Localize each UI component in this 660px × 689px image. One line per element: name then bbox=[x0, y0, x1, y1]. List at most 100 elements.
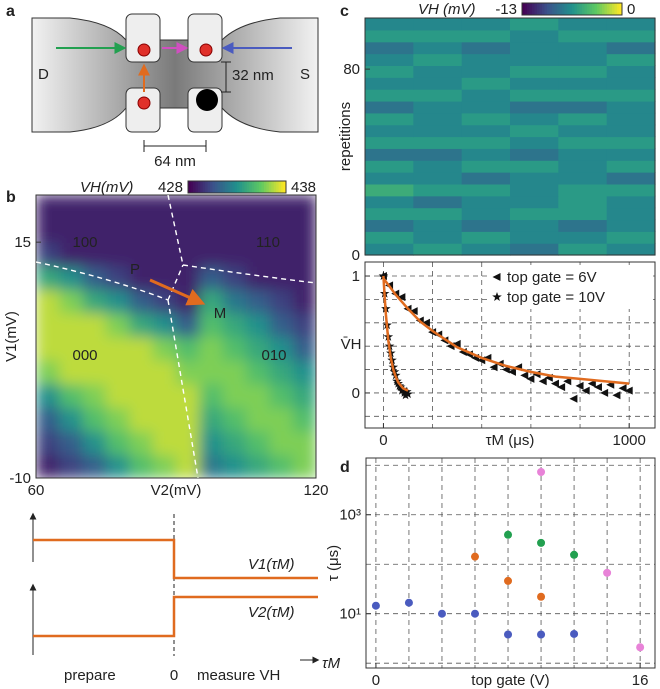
heatmap-cell bbox=[365, 29, 414, 43]
heatmap-cell bbox=[606, 195, 656, 209]
heatmap-cell bbox=[365, 41, 414, 55]
heatmap-cell bbox=[413, 231, 463, 244]
heatmap-cell bbox=[176, 195, 200, 220]
heatmap-cell bbox=[510, 231, 559, 244]
heatmap-cell bbox=[606, 53, 656, 66]
y-tick-label: -10 bbox=[9, 470, 31, 487]
heatmap-cell bbox=[199, 242, 224, 267]
gap-label: 32 nm bbox=[232, 67, 274, 84]
heatmap-cell bbox=[606, 89, 656, 102]
colorbar-tick-label: 0 bbox=[627, 1, 635, 18]
heatmap-cell bbox=[59, 454, 84, 478]
colorbar-swatch bbox=[552, 3, 555, 15]
colorbar-swatch bbox=[612, 3, 615, 15]
point bbox=[507, 367, 516, 376]
x-tick-label: 120 bbox=[303, 482, 328, 499]
heatmap-cell bbox=[152, 195, 177, 220]
colorbar-swatch bbox=[527, 3, 530, 15]
point bbox=[624, 386, 633, 395]
heatmap-cell bbox=[222, 312, 247, 338]
heatmap-cell bbox=[365, 148, 414, 161]
colorbar-swatch bbox=[584, 3, 588, 15]
heatmap-cell bbox=[461, 18, 511, 31]
prepare-label: prepare bbox=[64, 667, 116, 684]
heatmap-cell bbox=[222, 430, 247, 456]
point bbox=[537, 630, 546, 639]
chart: -13 0 VH (mV) 0 80 repetitions bbox=[337, 1, 656, 264]
heatmap-cell bbox=[292, 383, 316, 408]
state-boundaries bbox=[36, 195, 316, 478]
heatmap-cell bbox=[222, 407, 247, 432]
heatmap-cell bbox=[59, 383, 84, 408]
heatmap-cell bbox=[199, 454, 224, 478]
heatmap-cell bbox=[606, 77, 656, 90]
boundary bbox=[167, 195, 184, 266]
x-axis-label: top gate (V) bbox=[471, 672, 549, 689]
y-axis-label: τ (μs) bbox=[325, 545, 342, 581]
heatmap-cell bbox=[461, 172, 511, 185]
x-tick-label: 60 bbox=[28, 482, 45, 499]
heatmap-cell bbox=[413, 18, 463, 31]
boundary bbox=[167, 299, 199, 478]
gate bbox=[125, 87, 161, 133]
heatmap-cell bbox=[413, 219, 463, 232]
heatmap-cell bbox=[59, 430, 84, 456]
heatmap-cell bbox=[461, 124, 511, 138]
colorbar-swatch bbox=[609, 3, 613, 15]
point bbox=[603, 568, 612, 577]
point bbox=[470, 552, 479, 561]
heatmap-cell bbox=[365, 18, 414, 31]
heatmap-cell bbox=[106, 265, 130, 290]
heatmap-cell bbox=[176, 312, 200, 338]
colorbar-swatch bbox=[251, 181, 255, 193]
colorbar-swatch bbox=[234, 181, 238, 193]
heatmap-cell bbox=[365, 124, 414, 138]
point bbox=[587, 379, 596, 388]
heatmap-cell bbox=[413, 53, 463, 66]
heatmap-cell bbox=[558, 77, 608, 90]
heatmap-cell bbox=[199, 430, 224, 456]
heatmap-cell bbox=[510, 29, 559, 43]
heatmap-cell bbox=[365, 243, 414, 256]
heatmap-cell bbox=[129, 195, 154, 220]
heatmap-cell bbox=[222, 242, 247, 267]
colorbar-swatch bbox=[188, 181, 191, 193]
heatmap-cell bbox=[510, 219, 559, 232]
colorbar-swatch bbox=[222, 181, 226, 193]
heatmap-cell bbox=[36, 430, 60, 456]
heatmap-cell bbox=[606, 243, 656, 256]
y-axis-label: repetitions bbox=[337, 102, 354, 171]
colorbar-swatch bbox=[200, 181, 204, 193]
heatmap-cell bbox=[106, 336, 130, 361]
heatmap-cell bbox=[510, 136, 559, 149]
heatmap-cell bbox=[106, 289, 130, 314]
heatmap-cell bbox=[413, 100, 463, 114]
heatmap-cell bbox=[413, 29, 463, 43]
heatmap-cell bbox=[222, 454, 247, 478]
colorbar-tick-label: 428 bbox=[158, 179, 183, 196]
heatmap-cell bbox=[413, 112, 463, 126]
heatmap-cell bbox=[246, 360, 270, 385]
point bbox=[399, 387, 410, 397]
point bbox=[504, 576, 513, 585]
point bbox=[575, 381, 584, 390]
point bbox=[550, 379, 559, 388]
annotation: 110 bbox=[256, 234, 280, 251]
heatmap-cell bbox=[510, 112, 559, 126]
colorbar-swatch bbox=[604, 3, 608, 15]
point bbox=[563, 377, 572, 386]
device-body bbox=[31, 17, 319, 133]
heatmap-cell bbox=[222, 383, 247, 408]
heatmap-cell bbox=[222, 195, 247, 220]
heatmap-cell bbox=[199, 360, 224, 385]
heatmap-cell bbox=[59, 242, 84, 267]
heatmap bbox=[365, 18, 656, 256]
point bbox=[504, 630, 513, 639]
fit-line bbox=[382, 275, 409, 392]
point bbox=[538, 377, 547, 386]
heatmap-cell bbox=[152, 383, 177, 408]
heatmap-cell bbox=[365, 207, 414, 221]
point bbox=[409, 307, 418, 316]
colorbar-swatch bbox=[554, 3, 558, 15]
